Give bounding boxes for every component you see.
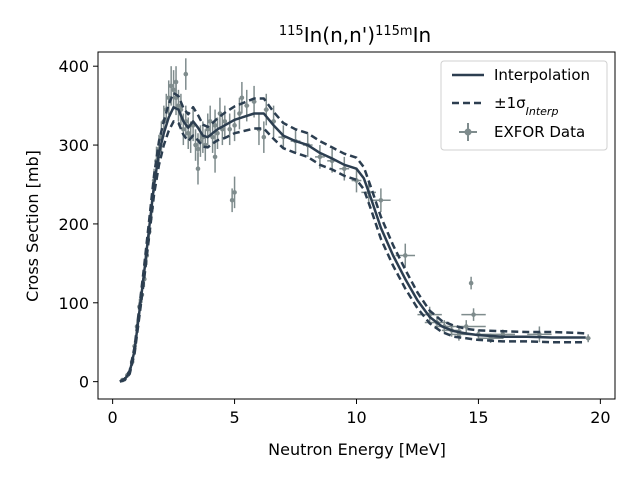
exfor-point — [210, 121, 215, 153]
exfor-point — [261, 121, 267, 153]
exfor-marker — [195, 146, 201, 152]
exfor-marker — [181, 126, 186, 132]
exfor-marker — [195, 166, 201, 172]
exfor-marker — [193, 142, 198, 148]
exfor-marker — [239, 95, 245, 101]
exfor-marker — [171, 87, 176, 93]
legend-marker-exfor — [464, 128, 472, 136]
exfor-marker — [468, 280, 474, 286]
exfor-marker — [585, 335, 591, 341]
exfor-point — [195, 152, 201, 185]
legend-label-exfor: EXFOR Data — [494, 123, 585, 141]
exfor-marker — [378, 197, 384, 203]
exfor-marker — [210, 134, 215, 140]
exfor-point — [171, 70, 176, 110]
exfor-marker — [463, 324, 469, 329]
y-tick-label: 400 — [58, 57, 89, 76]
x-axis: 0 5 10 15 20 — [108, 399, 611, 427]
exfor-marker — [212, 123, 218, 128]
exfor-marker — [261, 134, 267, 140]
exfor-point — [239, 81, 245, 114]
exfor-point — [185, 117, 191, 150]
sigma-lower-line — [119, 120, 586, 383]
y-axis-label: Cross Section [mb] — [23, 150, 42, 302]
y-axis: 0 100 200 300 400 — [58, 57, 98, 392]
exfor-marker — [205, 126, 211, 132]
exfor-marker — [229, 197, 235, 203]
legend-box — [440, 60, 608, 151]
legend: Interpolation ±1σInterp EXFOR Data — [440, 60, 608, 151]
exfor-point — [222, 105, 228, 138]
exfor-point — [232, 109, 237, 142]
exfor-marker — [263, 107, 269, 112]
x-axis-label: Neutron Energy [MeV] — [268, 440, 446, 459]
exfor-point — [446, 320, 486, 333]
exfor-marker — [244, 103, 250, 108]
exfor-point — [585, 334, 591, 343]
exfor-marker — [232, 123, 237, 128]
exfor-marker — [183, 71, 189, 77]
exfor-marker — [471, 312, 476, 317]
exfor-marker — [215, 130, 220, 136]
exfor-point — [468, 276, 474, 290]
exfor-point — [227, 113, 232, 146]
legend-label-sigma: ±1σInterp — [494, 94, 558, 118]
y-tick-label: 100 — [58, 294, 89, 313]
plot-area — [119, 58, 591, 383]
exfor-point — [212, 109, 218, 142]
x-tick-label: 10 — [346, 408, 366, 427]
exfor-point — [263, 93, 269, 126]
exfor-marker — [207, 119, 213, 124]
exfor-point — [193, 129, 198, 161]
exfor-marker — [342, 166, 347, 172]
exfor-marker — [232, 190, 237, 195]
exfor-marker — [237, 111, 242, 116]
exfor-marker — [227, 126, 232, 132]
exfor-marker — [222, 119, 228, 124]
x-tick-label: 5 — [229, 408, 239, 427]
exfor-point — [207, 105, 213, 138]
exfor-marker — [317, 154, 323, 160]
exfor-point — [237, 97, 242, 130]
legend-label-interpolation: Interpolation — [494, 66, 590, 84]
exfor-point — [173, 66, 179, 98]
exfor-marker — [251, 99, 257, 104]
exfor-point — [229, 188, 235, 213]
exfor-marker — [168, 83, 174, 89]
exfor-point — [215, 117, 220, 150]
x-tick-label: 15 — [468, 408, 488, 427]
exfor-marker — [173, 79, 179, 85]
exfor-point — [212, 141, 218, 173]
exfor-marker — [402, 253, 408, 258]
y-tick-label: 0 — [79, 373, 89, 392]
interpolation-line — [119, 105, 586, 383]
y-tick-label: 300 — [58, 136, 89, 155]
exfor-marker — [185, 130, 191, 136]
exfor-point — [232, 176, 237, 209]
y-tick-label: 200 — [58, 215, 89, 234]
x-tick-label: 0 — [108, 408, 118, 427]
exfor-point — [251, 85, 257, 118]
chart-title: 115In(n,n')115mIn — [279, 23, 431, 47]
exfor-point — [205, 113, 211, 146]
exfor-point — [461, 308, 486, 321]
exfor-marker — [212, 154, 218, 160]
sigma-upper-line — [119, 91, 586, 383]
exfor-point — [183, 58, 189, 90]
x-tick-label: 20 — [590, 408, 610, 427]
exfor-point — [371, 188, 391, 213]
exfor-marker — [176, 103, 181, 108]
